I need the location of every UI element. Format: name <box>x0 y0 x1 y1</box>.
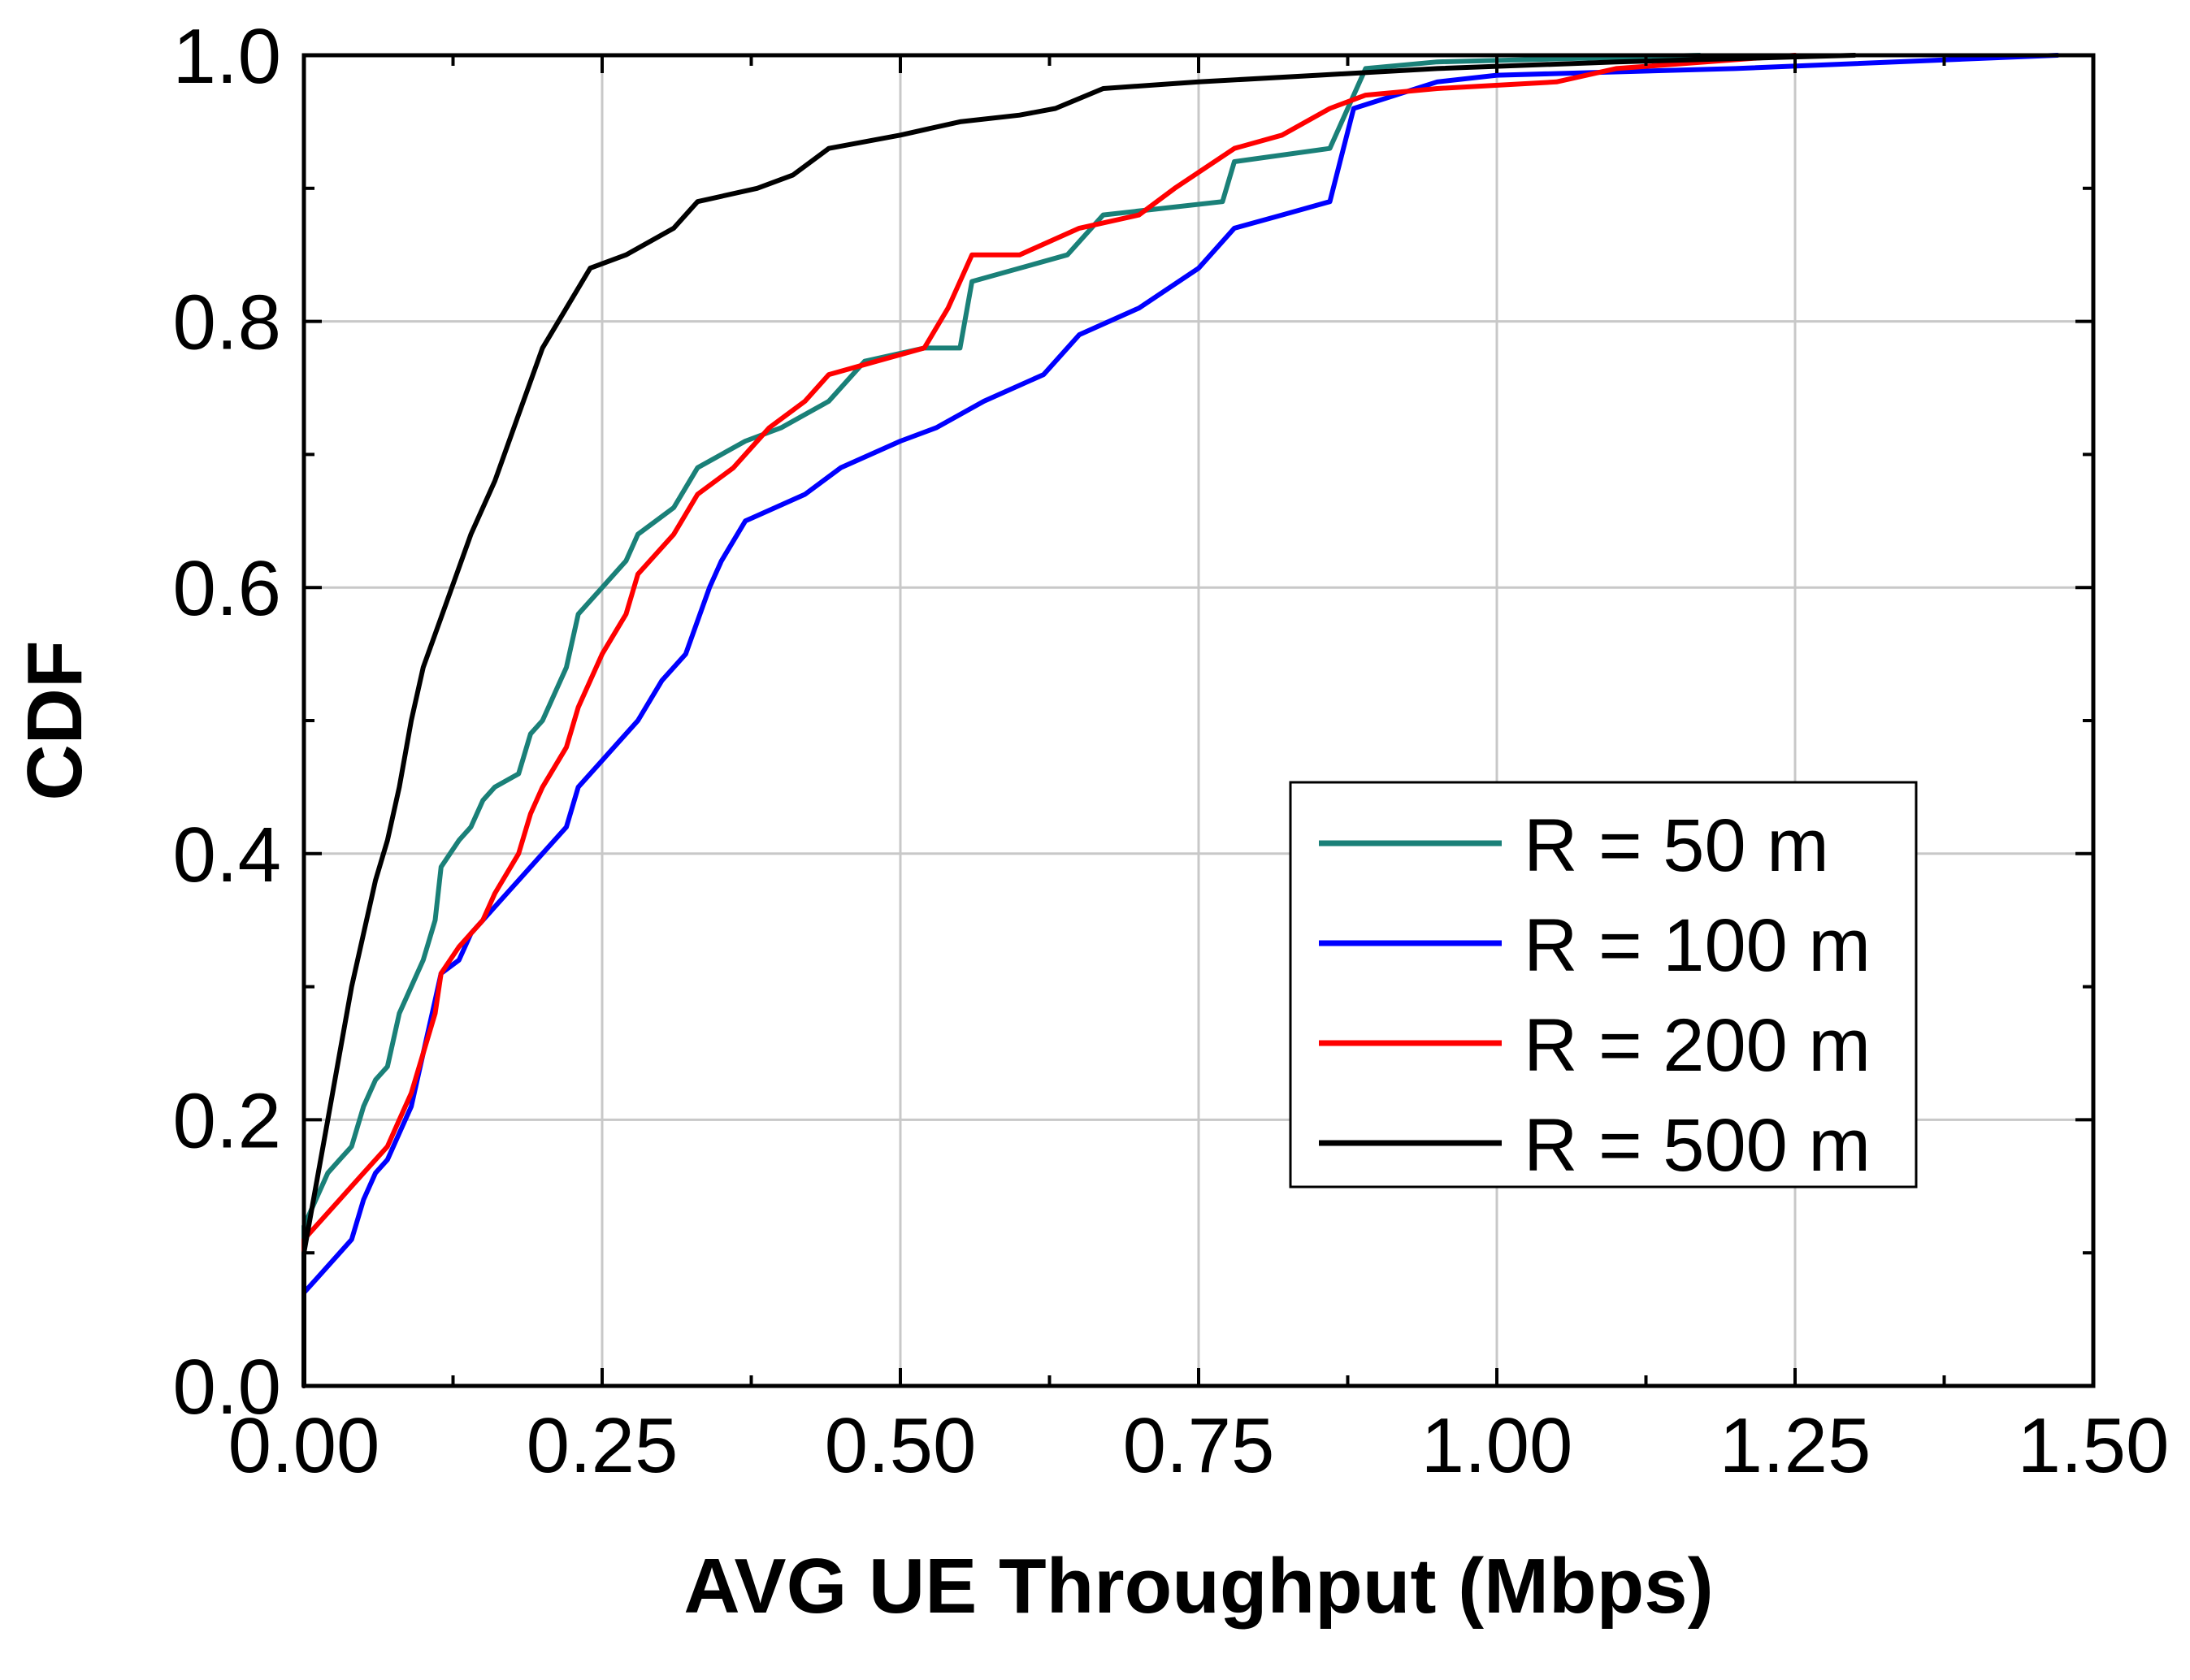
series-group <box>301 53 2060 1388</box>
axis-ticks <box>302 54 2095 1388</box>
y-tick-label: 0.2 <box>173 1077 281 1164</box>
y-tick-label: 1.0 <box>173 13 281 100</box>
y-tick-label: 0.8 <box>173 279 281 366</box>
legend: R = 50 m R = 100 m R = 200 m R = 500 m <box>1289 781 1918 1189</box>
x-tick-label: 1.00 <box>1421 1402 1573 1489</box>
x-tick-label: 0.50 <box>825 1402 977 1489</box>
legend-label-r200: R = 200 m <box>1524 1004 1871 1087</box>
axis-tick-labels: 0.00 0.25 0.50 0.75 1.00 1.25 1.50 0.0 0.2 0.4 0.6… <box>173 13 2170 1489</box>
y-tick-label: 0.6 <box>173 545 281 632</box>
legend-label-r50: R = 50 m <box>1524 804 1829 887</box>
y-tick-label: 0.0 <box>173 1344 281 1431</box>
y-tick-label: 0.4 <box>173 812 281 898</box>
x-tick-label: 0.75 <box>1123 1402 1275 1489</box>
legend-label-r100: R = 100 m <box>1524 904 1871 987</box>
series-line-r-50-m <box>301 53 1702 1388</box>
y-axis-title: CDF <box>11 640 98 800</box>
x-axis-title: AVG UE Throughput (Mbps) <box>683 1543 1713 1630</box>
series-line-r-500-m <box>301 53 1858 1388</box>
series-line-r-200-m <box>301 53 1798 1388</box>
legend-label-r500: R = 500 m <box>1524 1104 1871 1187</box>
x-tick-label: 1.25 <box>1719 1402 1871 1489</box>
x-tick-label: 0.00 <box>228 1402 380 1489</box>
series-line-r-100-m <box>301 53 2060 1388</box>
legend-box <box>1289 781 1918 1189</box>
x-tick-label: 1.50 <box>2018 1402 2170 1489</box>
x-tick-label: 0.25 <box>527 1402 679 1489</box>
